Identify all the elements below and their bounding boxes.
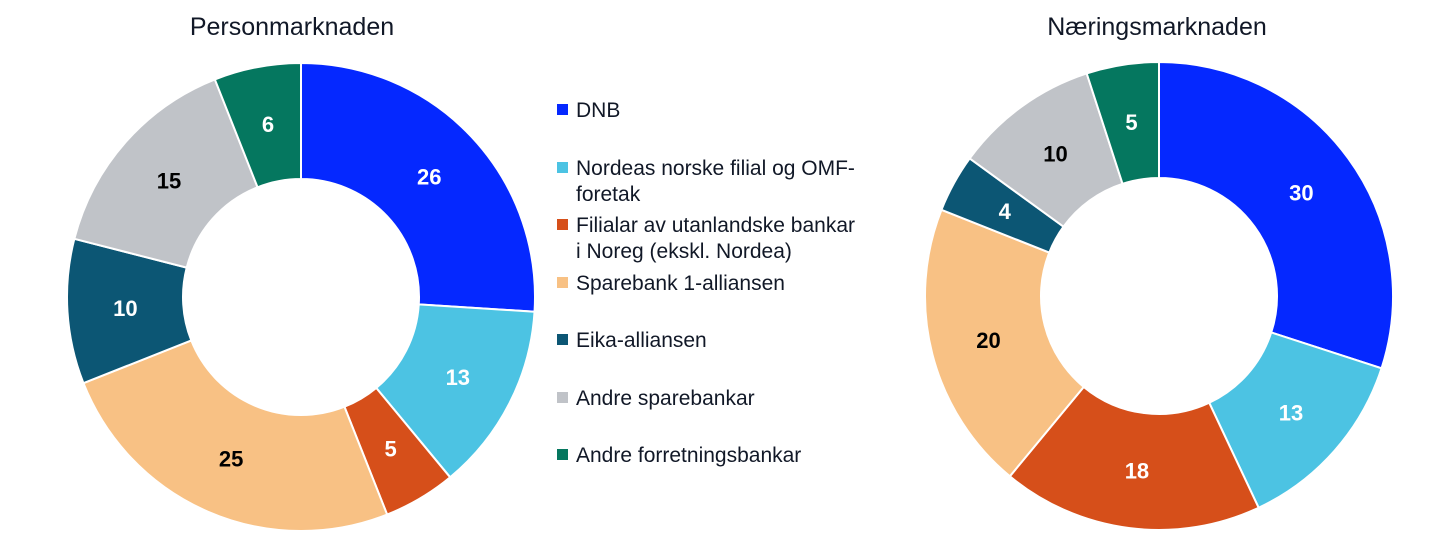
- legend-swatch-AndreForretningsbankar: [557, 449, 568, 460]
- data-label-AndreSparebankar: 10: [1043, 142, 1067, 167]
- legend-swatch-Nordea: [557, 162, 568, 173]
- data-label-Eika: 10: [113, 296, 137, 321]
- slice-DNB: [300, 61, 536, 313]
- legend-swatch-Filialar: [557, 219, 568, 230]
- slice-AndreForretningsbankar: [213, 61, 302, 189]
- legend-label-AndreForretningsbankar: Andre forretningsbankar: [576, 444, 801, 467]
- data-label-AndreSparebankar: 15: [157, 169, 181, 194]
- data-label-AndreForretningsbankar: 5: [1125, 110, 1137, 135]
- donut-naeringsmarknaden: 30 13 18 20 4 10 5: [924, 60, 1394, 531]
- legend-label-Filialar: i Noreg (ekskl. Nordea): [576, 240, 792, 263]
- slice-AndreSparebankar: [73, 78, 259, 269]
- data-label-DNB: 30: [1289, 181, 1313, 206]
- legend-label-Filialar: Filialar av utanlandske bankar: [576, 214, 855, 237]
- legend-label-AndreSparebankar: Andre sparebankar: [576, 387, 755, 410]
- legend-swatch-DNB: [557, 104, 568, 115]
- legend-swatch-Sparebank1: [557, 277, 568, 288]
- data-label-Nordea: 13: [1279, 400, 1303, 425]
- slice-Sparebank1: [924, 208, 1086, 478]
- legend-label-DNB: DNB: [576, 99, 620, 122]
- data-label-Sparebank1: 25: [219, 447, 243, 472]
- legend-label-Nordea: foretak: [576, 183, 641, 206]
- legend-label-Eika: Eika-alliansen: [576, 329, 707, 352]
- data-label-AndreForretningsbankar: 6: [262, 112, 274, 137]
- chart-title-naeringsmarknaden: Næringsmarknaden: [1047, 13, 1267, 41]
- slice-DNB: [1158, 60, 1394, 370]
- data-label-DNB: 26: [417, 165, 441, 190]
- data-label-Filialar: 18: [1125, 459, 1149, 484]
- slice-Filialar: [1008, 385, 1260, 531]
- chart-title-personmarknaden: Personmarknaden: [190, 13, 394, 41]
- slice-AndreForretningsbankar: [1085, 60, 1160, 186]
- legend-label-Sparebank1: Sparebank 1-alliansen: [576, 272, 785, 295]
- donut-personmarknaden: 26 13 5 25 10 15 6: [66, 61, 536, 532]
- data-label-Sparebank1: 20: [976, 328, 1000, 353]
- legend-label-Nordea: Nordeas norske filial og OMF-: [576, 157, 855, 180]
- slice-Sparebank1: [82, 339, 389, 532]
- legend-swatch-Eika: [557, 334, 568, 345]
- data-label-Eika: 4: [999, 199, 1012, 224]
- legend-swatch-AndreSparebankar: [557, 392, 568, 403]
- data-label-Filialar: 5: [384, 436, 396, 461]
- data-label-Nordea: 13: [446, 365, 470, 390]
- chart-legend: DNB Nordeas norske filial og OMF-foretak F…: [557, 99, 855, 467]
